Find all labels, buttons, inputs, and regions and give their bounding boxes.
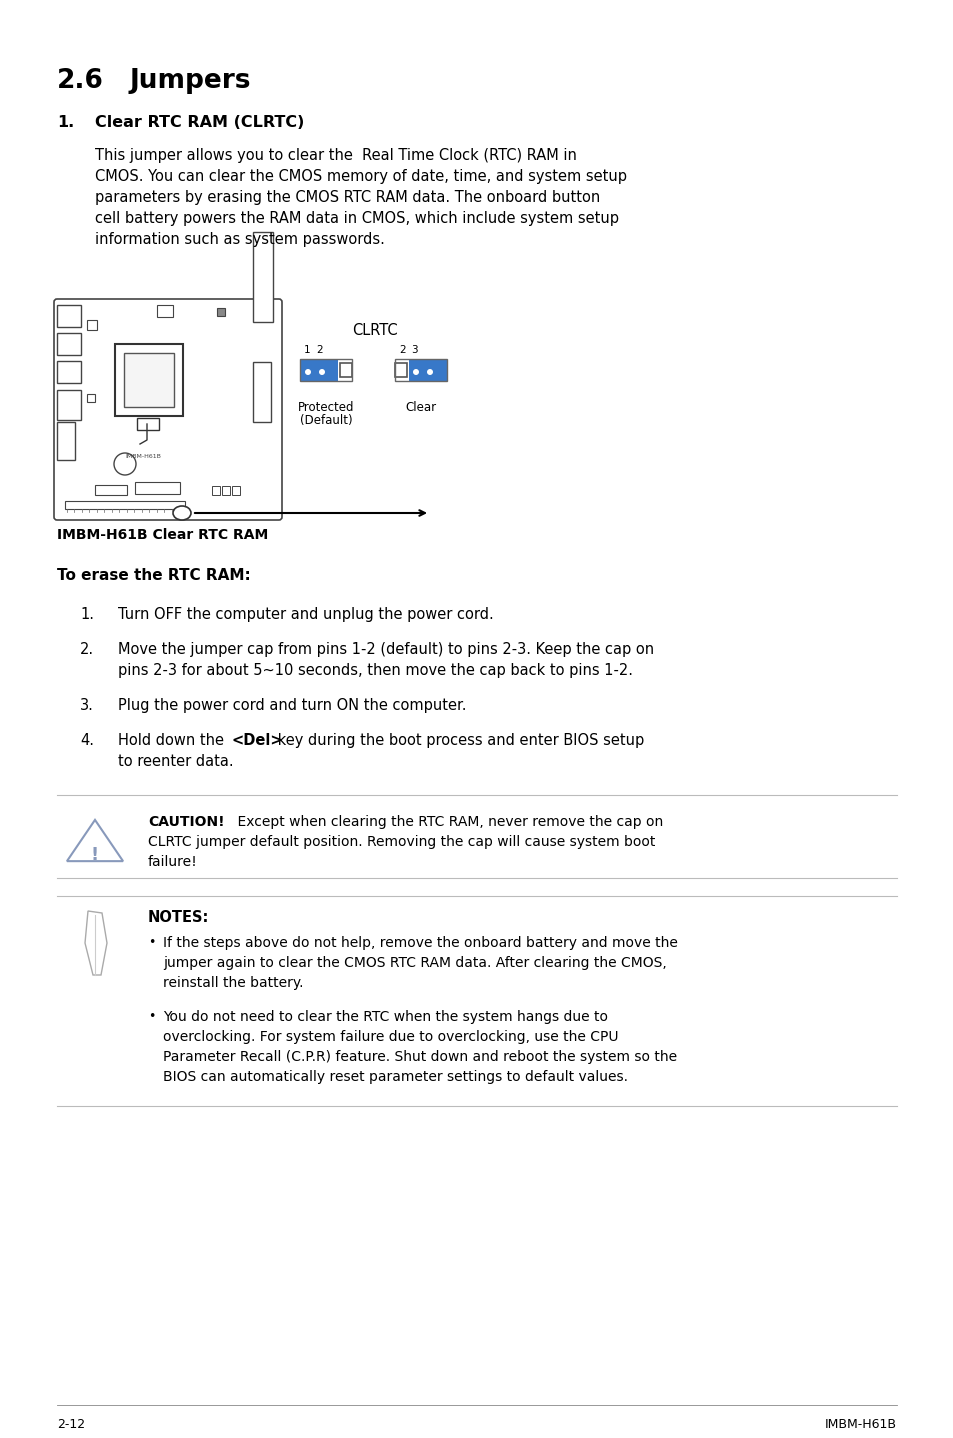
Bar <box>57 305 81 326</box>
Text: To erase the RTC RAM:: To erase the RTC RAM: <box>57 568 251 582</box>
Bar <box>232 486 240 495</box>
Text: Parameter Recall (C.P.R) feature. Shut down and reboot the system so the: Parameter Recall (C.P.R) feature. Shut d… <box>163 1050 677 1064</box>
Bar <box>87 321 97 329</box>
Text: 1: 1 <box>304 345 311 355</box>
Text: 2: 2 <box>315 345 322 355</box>
Bar <box>253 362 271 421</box>
Text: Jumpers: Jumpers <box>130 68 252 93</box>
Text: CAUTION!: CAUTION! <box>148 815 224 828</box>
Bar <box>222 486 230 495</box>
Text: CMOS. You can clear the CMOS memory of date, time, and system setup: CMOS. You can clear the CMOS memory of d… <box>95 170 626 184</box>
Polygon shape <box>67 820 123 861</box>
Circle shape <box>113 453 136 475</box>
Text: BIOS can automatically reset parameter settings to default values.: BIOS can automatically reset parameter s… <box>163 1070 627 1084</box>
Text: parameters by erasing the CMOS RTC RAM data. The onboard button: parameters by erasing the CMOS RTC RAM d… <box>95 190 599 206</box>
FancyBboxPatch shape <box>54 299 282 521</box>
Text: 2.6: 2.6 <box>57 68 104 93</box>
Text: reinstall the battery.: reinstall the battery. <box>163 976 303 989</box>
Text: 1.: 1. <box>80 607 94 623</box>
Text: !: ! <box>91 846 99 864</box>
Text: to reenter data.: to reenter data. <box>118 754 233 769</box>
Bar <box>87 394 95 403</box>
Text: (Default): (Default) <box>299 414 352 427</box>
Bar <box>65 500 185 509</box>
Bar <box>253 232 273 322</box>
Text: 3: 3 <box>411 345 417 355</box>
Text: IMBM-H61B Clear RTC RAM: IMBM-H61B Clear RTC RAM <box>57 528 268 542</box>
Text: IMBM-H61B: IMBM-H61B <box>125 454 161 459</box>
Text: If the steps above do not help, remove the onboard battery and move the: If the steps above do not help, remove t… <box>163 936 678 951</box>
Text: Clear: Clear <box>405 401 436 414</box>
Text: jumper again to clear the CMOS RTC RAM data. After clearing the CMOS,: jumper again to clear the CMOS RTC RAM d… <box>163 956 666 971</box>
Bar <box>409 360 447 381</box>
Text: NOTES:: NOTES: <box>148 910 209 925</box>
Text: •: • <box>148 936 155 949</box>
Circle shape <box>413 370 418 375</box>
Text: pins 2-3 for about 5~10 seconds, then move the cap back to pins 1-2.: pins 2-3 for about 5~10 seconds, then mo… <box>118 663 633 677</box>
Text: Hold down the: Hold down the <box>118 733 229 748</box>
Text: CLRTC jumper default position. Removing the cap will cause system boot: CLRTC jumper default position. Removing … <box>148 835 655 848</box>
Text: 2: 2 <box>398 345 405 355</box>
Text: Turn OFF the computer and unplug the power cord.: Turn OFF the computer and unplug the pow… <box>118 607 494 623</box>
Bar <box>57 421 75 460</box>
Text: Move the jumper cap from pins 1-2 (default) to pins 2-3. Keep the cap on: Move the jumper cap from pins 1-2 (defau… <box>118 641 654 657</box>
Bar <box>95 485 127 495</box>
Text: Clear RTC RAM (CLRTC): Clear RTC RAM (CLRTC) <box>95 115 304 129</box>
Ellipse shape <box>172 506 191 521</box>
Bar <box>216 308 225 316</box>
Bar <box>299 360 352 381</box>
Text: 4.: 4. <box>80 733 94 748</box>
Bar <box>395 362 407 377</box>
Text: Except when clearing the RTC RAM, never remove the cap on: Except when clearing the RTC RAM, never … <box>220 815 662 828</box>
Circle shape <box>318 370 325 375</box>
Circle shape <box>305 370 311 375</box>
Text: 2-12: 2-12 <box>57 1418 85 1431</box>
Bar <box>299 360 337 381</box>
Bar <box>115 344 183 416</box>
Polygon shape <box>85 912 107 975</box>
Text: 2.: 2. <box>80 641 94 657</box>
Bar <box>212 486 220 495</box>
Bar <box>137 418 159 430</box>
Text: CLRTC: CLRTC <box>352 324 397 338</box>
Text: information such as system passwords.: information such as system passwords. <box>95 232 384 247</box>
Bar <box>57 390 81 420</box>
Text: Protected: Protected <box>297 401 354 414</box>
Text: key during the boot process and enter BIOS setup: key during the boot process and enter BI… <box>273 733 643 748</box>
Circle shape <box>427 370 433 375</box>
Text: cell battery powers the RAM data in CMOS, which include system setup: cell battery powers the RAM data in CMOS… <box>95 211 618 226</box>
Text: 1.: 1. <box>57 115 74 129</box>
Bar <box>135 482 180 495</box>
Text: You do not need to clear the RTC when the system hangs due to: You do not need to clear the RTC when th… <box>163 1009 607 1024</box>
Text: •: • <box>148 1009 155 1022</box>
Bar <box>57 361 81 383</box>
Bar <box>339 362 352 377</box>
Text: IMBM-H61B: IMBM-H61B <box>824 1418 896 1431</box>
Bar <box>57 334 81 355</box>
Bar <box>157 305 172 316</box>
Text: 3.: 3. <box>80 697 93 713</box>
Bar <box>395 360 447 381</box>
Text: <Del>: <Del> <box>232 733 283 748</box>
Text: failure!: failure! <box>148 856 197 869</box>
Text: overclocking. For system failure due to overclocking, use the CPU: overclocking. For system failure due to … <box>163 1030 618 1044</box>
Text: This jumper allows you to clear the  Real Time Clock (RTC) RAM in: This jumper allows you to clear the Real… <box>95 148 577 162</box>
Text: Plug the power cord and turn ON the computer.: Plug the power cord and turn ON the comp… <box>118 697 466 713</box>
Bar <box>124 352 173 407</box>
